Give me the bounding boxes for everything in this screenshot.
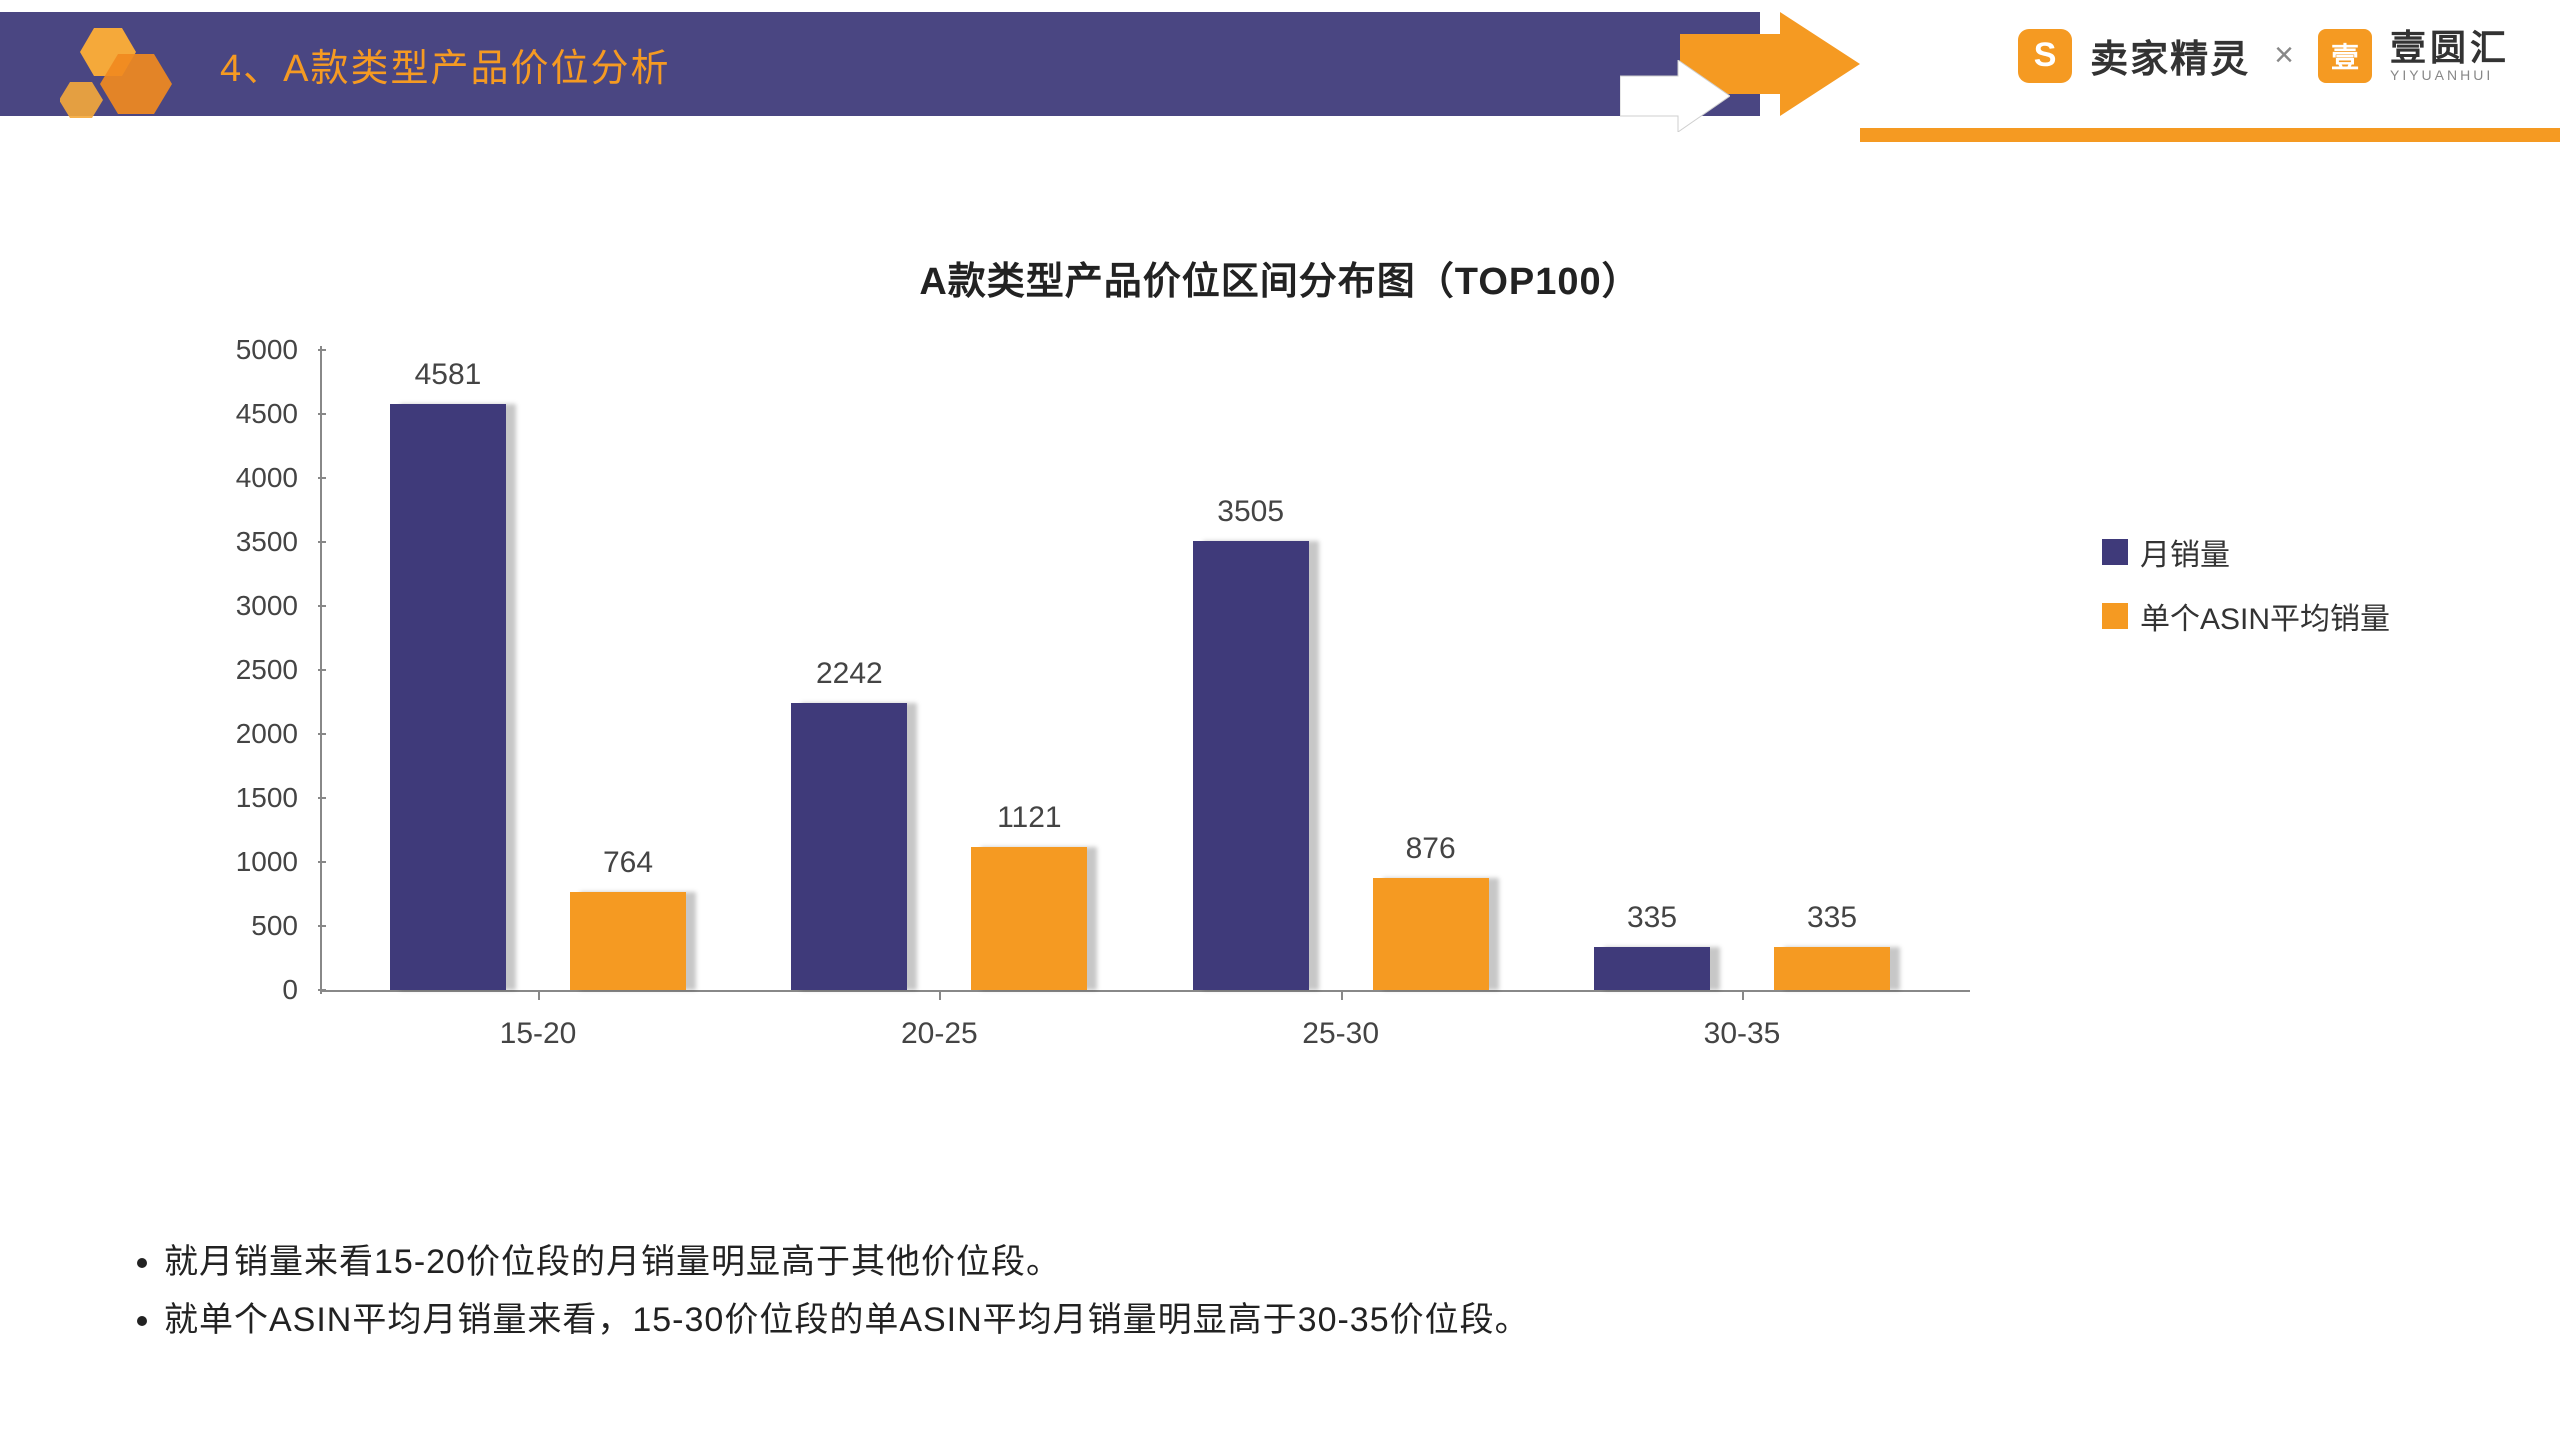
bar-value-label: 335 <box>1807 901 1857 935</box>
chart-title: A款类型产品价位区间分布图（TOP100） <box>0 250 2560 305</box>
chart-legend: 月销量 单个ASIN平均销量 <box>2102 530 2390 658</box>
bar-value-label: 3505 <box>1217 495 1284 529</box>
x-tick-mark <box>939 990 941 1000</box>
page-title: 4、A款类型产品价位分析 <box>220 37 670 92</box>
x-category-label: 15-20 <box>500 1017 577 1051</box>
bar <box>1373 878 1489 990</box>
plot-area: 4581 764 2242 1121 3505 876 335 335 <box>320 350 1960 990</box>
y-tick-mark <box>318 797 326 799</box>
seller-sprite-logo-text: 卖家精灵 <box>2090 28 2250 83</box>
y-tick-label: 500 <box>198 910 298 942</box>
orange-underline <box>1860 128 2560 142</box>
x-category-label: 20-25 <box>901 1017 978 1051</box>
bar <box>791 703 907 990</box>
x-tick-mark <box>1341 990 1343 1000</box>
y-tick-mark <box>318 477 326 479</box>
bar <box>570 892 686 990</box>
y-tick-label: 2000 <box>198 718 298 750</box>
y-tick-label: 1500 <box>198 782 298 814</box>
bar <box>1193 541 1309 990</box>
y-tick-mark <box>318 861 326 863</box>
bar-value-label: 4581 <box>415 358 482 392</box>
bar <box>971 847 1087 990</box>
y-tick-mark <box>318 669 326 671</box>
legend-swatch <box>2102 539 2128 565</box>
bar-value-label: 876 <box>1406 832 1456 866</box>
y-tick-label: 3500 <box>198 526 298 558</box>
legend-swatch <box>2102 603 2128 629</box>
bar-value-label: 764 <box>603 846 653 880</box>
arrow-white-icon <box>1620 60 1730 132</box>
x-axis-line <box>320 990 1970 992</box>
bar-value-label: 2242 <box>816 657 883 691</box>
legend-item-asin: 单个ASIN平均销量 <box>2102 594 2390 638</box>
x-category-label: 30-35 <box>1704 1017 1781 1051</box>
y-tick-label: 0 <box>198 974 298 1006</box>
header-bar: 4、A款类型产品价位分析 <box>0 12 1760 116</box>
legend-label: 单个ASIN平均销量 <box>2140 594 2390 638</box>
yiyuanhui-logo-text: 壹圆汇 YIYUANHUI <box>2390 28 2510 83</box>
bar-value-label: 1121 <box>997 801 1062 835</box>
yiyuanhui-main: 壹圆汇 <box>2390 28 2510 68</box>
y-tick-label: 4500 <box>198 398 298 430</box>
y-tick-mark <box>318 989 326 991</box>
x-category-label: 25-30 <box>1302 1017 1379 1051</box>
slide-header: 4、A款类型产品价位分析 S 卖家精灵 × 壹 壹圆汇 YIYUANHUI <box>0 0 2560 140</box>
analysis-notes: 就月销量来看15-20价位段的月销量明显高于其他价位段。 就单个ASIN平均月销… <box>130 1234 2330 1350</box>
y-tick-mark <box>318 733 326 735</box>
y-tick-label: 3000 <box>198 590 298 622</box>
yiyuanhui-logo-icon: 壹 <box>2318 29 2372 83</box>
x-tick-mark <box>1742 990 1744 1000</box>
bar-chart: 0500100015002000250030003500400045005000… <box>200 350 2400 1090</box>
bar <box>1594 947 1710 990</box>
x-tick-mark <box>538 990 540 1000</box>
y-tick-label: 1000 <box>198 846 298 878</box>
y-tick-mark <box>318 413 326 415</box>
y-tick-mark <box>318 605 326 607</box>
y-axis-labels: 0500100015002000250030003500400045005000 <box>200 350 310 990</box>
logo-separator: × <box>2274 36 2294 75</box>
hexagon-decor-icon <box>60 22 180 132</box>
legend-item-monthly: 月销量 <box>2102 530 2390 574</box>
bar <box>1774 947 1890 990</box>
y-tick-mark <box>318 349 326 351</box>
y-tick-label: 2500 <box>198 654 298 686</box>
note-bullet: 就单个ASIN平均月销量来看，15-30价位段的单ASIN平均月销量明显高于30… <box>164 1292 2330 1350</box>
y-tick-mark <box>318 541 326 543</box>
logos-container: S 卖家精灵 × 壹 壹圆汇 YIYUANHUI <box>2018 28 2510 83</box>
x-axis-labels: 15-20 20-25 25-30 30-35 <box>320 1005 1960 1055</box>
bar <box>390 404 506 990</box>
y-tick-mark <box>318 925 326 927</box>
legend-label: 月销量 <box>2140 530 2230 574</box>
seller-sprite-logo-icon: S <box>2018 29 2072 83</box>
note-bullet: 就月销量来看15-20价位段的月销量明显高于其他价位段。 <box>164 1234 2330 1292</box>
bar-value-label: 335 <box>1627 901 1677 935</box>
y-tick-label: 5000 <box>198 334 298 366</box>
yiyuanhui-sub: YIYUANHUI <box>2390 68 2510 83</box>
y-tick-label: 4000 <box>198 462 298 494</box>
